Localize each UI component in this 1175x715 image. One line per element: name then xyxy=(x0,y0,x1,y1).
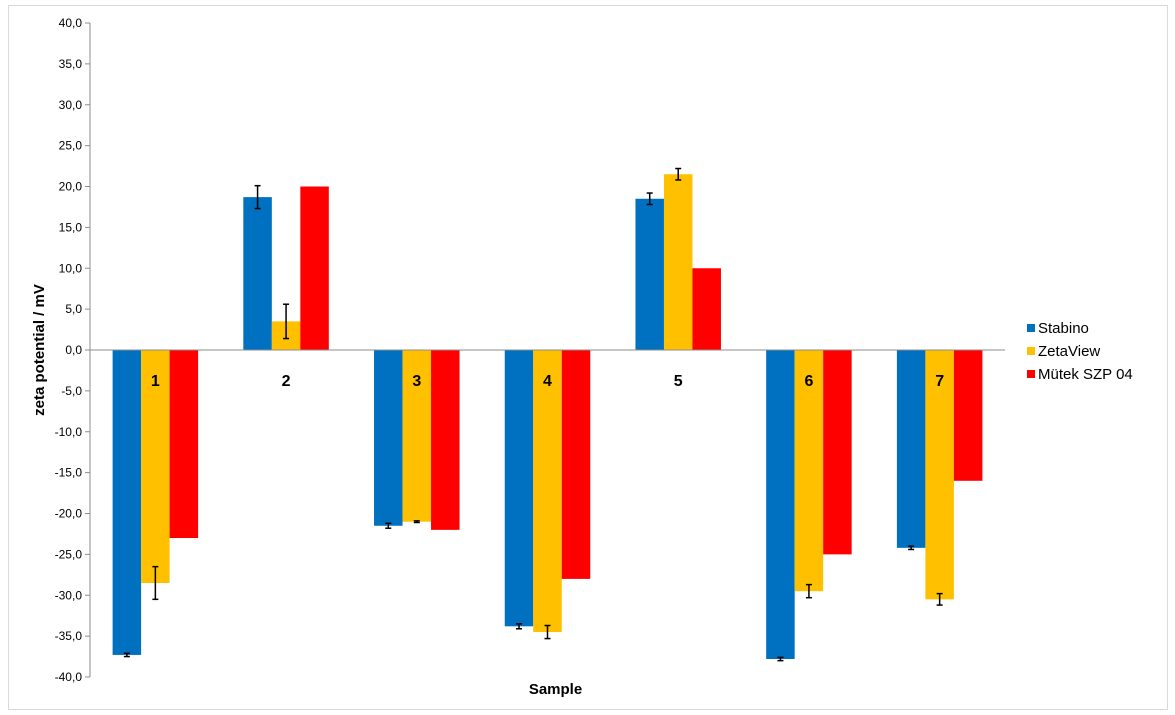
legend-label: ZetaView xyxy=(1038,343,1100,360)
y-tick-label: 15,0 xyxy=(59,220,83,234)
x-axis-title: Sample xyxy=(529,681,582,698)
legend: Stabino ZetaView Mütek SZP 04 xyxy=(1027,320,1133,383)
y-axis-ticks: 40,0 35,0 30,0 25,0 20,0 15,0 10,0 5,0 0,0 -5,0 -1… xyxy=(55,16,90,684)
legend-label: Stabino xyxy=(1038,320,1089,337)
y-tick-label: -10,0 xyxy=(55,425,83,439)
bar-m-tek-szp-04-7 xyxy=(953,350,983,481)
y-axis-title: zeta potential / mV xyxy=(31,284,48,416)
category-labels: 1 2 3 4 5 6 7 xyxy=(151,373,944,390)
y-tick-label: 0,0 xyxy=(65,343,82,357)
bar-stabino-7 xyxy=(896,350,926,548)
legend-swatch xyxy=(1027,370,1035,378)
bar-stabino-3 xyxy=(374,350,403,526)
legend-swatch xyxy=(1027,347,1035,355)
bar-m-tek-szp-04-6 xyxy=(823,350,852,555)
y-tick-label: -20,0 xyxy=(55,507,83,521)
bar-stabino-6 xyxy=(766,350,795,660)
y-tick-label: 25,0 xyxy=(59,139,83,153)
category-label: 4 xyxy=(543,373,552,390)
y-tick-label: 20,0 xyxy=(59,180,83,194)
bar-series xyxy=(112,174,983,660)
bar-zetaview-6 xyxy=(794,350,824,592)
y-tick-label: 35,0 xyxy=(59,57,83,71)
y-tick-label: -40,0 xyxy=(55,670,83,684)
category-label: 2 xyxy=(282,373,291,390)
bar-zetaview-1 xyxy=(141,350,170,583)
category-label: 7 xyxy=(935,373,944,390)
bar-stabino-5 xyxy=(635,198,664,350)
bar-zetaview-5 xyxy=(663,174,693,350)
y-tick-label: -35,0 xyxy=(55,629,83,643)
bar-zetaview-3 xyxy=(402,350,432,522)
category-label: 5 xyxy=(674,373,683,390)
y-tick-label: -15,0 xyxy=(55,466,83,480)
error-bars xyxy=(123,167,943,662)
bar-zetaview-4 xyxy=(533,350,562,633)
bar-m-tek-szp-04-4 xyxy=(561,350,591,579)
bar-m-tek-szp-04-1 xyxy=(169,350,199,539)
y-tick-label: 40,0 xyxy=(59,16,83,30)
category-label: 3 xyxy=(412,373,421,390)
bar-zetaview-7 xyxy=(925,350,954,600)
bar-stabino-1 xyxy=(112,350,142,655)
y-tick-label: -25,0 xyxy=(55,547,83,561)
y-tick-label: 30,0 xyxy=(59,98,83,112)
bar-m-tek-szp-04-3 xyxy=(431,350,460,530)
y-tick-label: -30,0 xyxy=(55,588,83,602)
y-tick-label: -5,0 xyxy=(61,384,82,398)
bar-m-tek-szp-04-2 xyxy=(300,186,329,350)
legend-label: Mütek SZP 04 xyxy=(1038,366,1133,383)
y-tick-label: 5,0 xyxy=(65,302,82,316)
bar-stabino-4 xyxy=(504,350,534,627)
legend-swatch xyxy=(1027,324,1035,332)
category-label: 1 xyxy=(151,373,160,390)
y-tick-label: 10,0 xyxy=(59,261,83,275)
category-label: 6 xyxy=(804,373,813,390)
bar-m-tek-szp-04-5 xyxy=(692,268,721,350)
bar-stabino-2 xyxy=(243,197,272,350)
